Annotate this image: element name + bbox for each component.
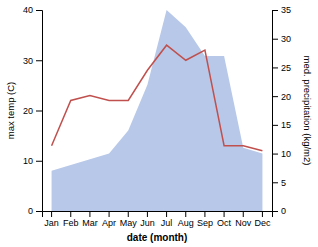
tick-label: 10 — [23, 156, 33, 166]
tick-label: Jul — [161, 218, 173, 228]
tick-mark — [272, 182, 278, 183]
tick-label: 20 — [281, 92, 291, 102]
x-axis: Jan FebMar Apr MayJun Jul AugSep OctNovDec — [43, 211, 273, 228]
tick-label: 20 — [23, 106, 33, 116]
tick-mark — [36, 111, 42, 112]
tick-mark — [272, 154, 278, 155]
plot: Jan FebMar Apr MayJun Jul AugSep OctNovDec 0 10 2… — [5, 5, 313, 243]
tick-label: Jan — [44, 218, 59, 228]
tick: 35 — [272, 5, 291, 15]
tick-mark — [262, 211, 263, 217]
tick-label: Jun — [140, 218, 155, 228]
tick-mark — [272, 10, 278, 11]
tick: 20 — [272, 92, 291, 102]
tick: 0 — [272, 206, 286, 216]
tick-label: May — [120, 218, 138, 228]
tick: 40 — [23, 5, 42, 15]
tick-mark — [51, 211, 52, 217]
tick-mark — [243, 211, 244, 217]
tick-label: Apr — [102, 218, 116, 228]
tick-mark — [185, 211, 186, 217]
x-axis-title: date (month) — [127, 232, 188, 243]
precipitation-area — [52, 10, 263, 211]
tick: Aug — [178, 211, 194, 228]
tick-label: 10 — [281, 149, 291, 159]
tick-mark — [272, 211, 278, 212]
tick-label: 0 — [28, 206, 33, 216]
axis-line — [273, 11, 279, 212]
tick-label: Sep — [197, 218, 213, 228]
y-axis: 0 10 20 30 40 — [23, 5, 43, 216]
tick: Jun — [140, 211, 155, 228]
y2-axis-title: med. precipitation (kg/m2) — [302, 56, 313, 166]
tick-mark — [128, 211, 129, 217]
tick: Feb — [63, 211, 79, 228]
chart: Jan FebMar Apr MayJun Jul AugSep OctNovDec 0 10 2… — [0, 0, 318, 247]
axis-line — [36, 11, 43, 212]
tick: 10 — [272, 149, 291, 159]
axis-line — [43, 212, 273, 218]
tick: Nov — [235, 211, 252, 228]
tick-label: 30 — [23, 56, 33, 66]
temperature-line — [52, 45, 263, 151]
tick-mark — [109, 211, 110, 217]
tick-mark — [272, 125, 278, 126]
tick-mark — [36, 10, 42, 11]
tick-label: Mar — [82, 218, 98, 228]
tick: Oct — [217, 211, 232, 228]
tick: Sep — [197, 211, 213, 228]
tick-mark — [272, 39, 278, 40]
tick-mark — [272, 96, 278, 97]
tick: 25 — [272, 63, 291, 73]
tick: 0 — [28, 206, 42, 216]
tick-mark — [36, 60, 42, 61]
tick-mark — [147, 211, 148, 217]
tick-label: Dec — [254, 218, 271, 228]
tick-label: 25 — [281, 63, 291, 73]
tick-mark — [204, 211, 205, 217]
tick-label: 0 — [281, 206, 286, 216]
tick-mark — [89, 211, 90, 217]
tick: 20 — [23, 106, 42, 116]
tick-mark — [36, 161, 42, 162]
tick-label: Feb — [63, 218, 79, 228]
tick-label: Oct — [217, 218, 232, 228]
tick-mark — [166, 211, 167, 217]
tick: 30 — [23, 56, 42, 66]
tick: 10 — [23, 156, 42, 166]
tick: 30 — [272, 34, 291, 44]
tick: May — [120, 211, 138, 228]
tick-mark — [36, 211, 42, 212]
tick: Jan — [44, 211, 59, 228]
tick-label: 35 — [281, 5, 291, 15]
tick: Mar — [82, 211, 98, 228]
tick: Dec — [254, 211, 271, 228]
tick-mark — [224, 211, 225, 217]
tick: Jul — [161, 211, 173, 228]
tick-label: Nov — [235, 218, 252, 228]
tick-label: 5 — [281, 178, 286, 188]
tick-label: 30 — [281, 34, 291, 44]
y2-axis: 0 5 10 15 20 25 30 35 — [272, 5, 291, 216]
tick-mark — [70, 211, 71, 217]
marks — [52, 10, 263, 211]
y-axis-title: max temp (C) — [5, 82, 16, 140]
tick-mark — [272, 67, 278, 68]
tick-label: Aug — [178, 218, 194, 228]
tick: Apr — [102, 211, 116, 228]
tick: 5 — [272, 178, 286, 188]
tick-label: 15 — [281, 120, 291, 130]
tick-label: 40 — [23, 5, 33, 15]
tick: 15 — [272, 120, 291, 130]
